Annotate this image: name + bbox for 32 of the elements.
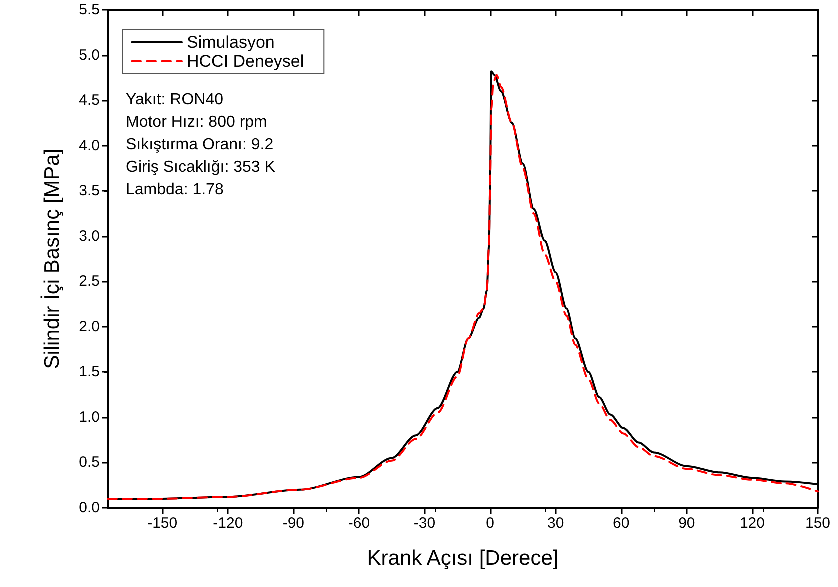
y-tick-label: 4.0 xyxy=(79,137,100,154)
y-tick-label: 4.5 xyxy=(79,92,100,110)
y-tick-label: 2.5 xyxy=(79,273,100,290)
y-tick-label: 5.0 xyxy=(79,46,100,64)
annotation: Motor Hızı: 800 rpm xyxy=(126,114,268,131)
annotation: Giriş Sıcaklığı: 353 K xyxy=(126,159,276,176)
y-tick-label: 5.5 xyxy=(79,2,100,18)
x-tick-label: -90 xyxy=(282,515,305,532)
y-tick-label: 1.5 xyxy=(79,364,100,381)
x-tick-label: 150 xyxy=(805,515,831,532)
y-tick-label: 1.0 xyxy=(79,408,100,426)
x-tick-label: 60 xyxy=(613,515,630,532)
annotation: Yakıt: RON40 xyxy=(126,92,224,108)
y-tick-label: 0.5 xyxy=(79,454,100,472)
y-tick-label: 2.0 xyxy=(79,318,100,336)
x-tick-label: -120 xyxy=(213,515,244,532)
annotation: Sıkıştırma Oranı: 9.2 xyxy=(126,136,274,154)
y-tick-label: 3.0 xyxy=(79,228,100,245)
y-axis-title: Silindir İçi Basınç [MPa] xyxy=(40,148,64,370)
x-tick-label: -60 xyxy=(348,515,370,532)
x-tick-label: 90 xyxy=(678,515,696,532)
legend-label: HCCI Deneysel xyxy=(187,52,304,71)
x-tick-label: 120 xyxy=(740,515,765,532)
y-tick-label: 3.5 xyxy=(79,182,100,200)
legend-label: Simulasyon xyxy=(187,33,275,52)
x-tick-label: -30 xyxy=(414,515,436,532)
x-axis-title: Krank Açısı [Derece] xyxy=(367,547,559,570)
annotation: Lambda: 1.78 xyxy=(126,182,224,198)
x-tick-label: 0 xyxy=(486,515,494,532)
y-tick-label: 0.0 xyxy=(79,500,100,516)
x-tick-label: 30 xyxy=(548,515,564,532)
x-tick-label: -150 xyxy=(148,515,178,532)
